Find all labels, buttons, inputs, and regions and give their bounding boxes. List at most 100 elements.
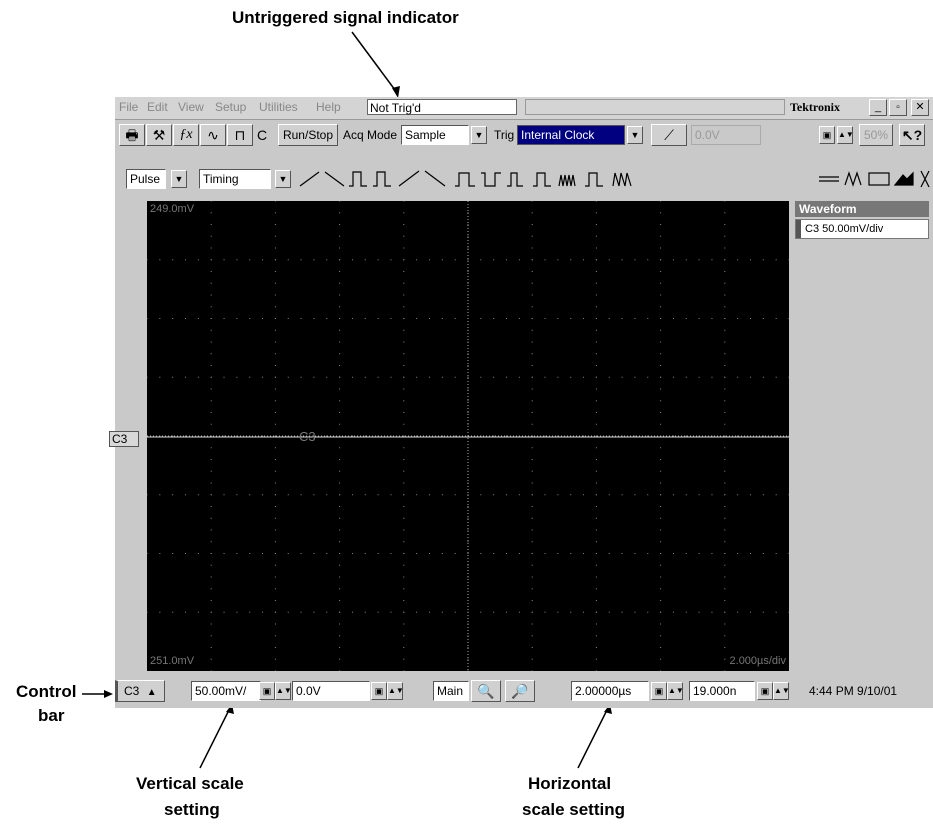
trig-50-button[interactable]: 50%: [859, 124, 893, 146]
display-mode-icons[interactable]: [817, 167, 933, 191]
horizontal-position-field[interactable]: 19.000n: [689, 681, 755, 701]
graticule-mark: [210, 329, 212, 331]
trigger-class-dropdown-icon[interactable]: ▼: [275, 170, 291, 188]
graticule-mark: [210, 341, 212, 343]
graticule-mark: [660, 576, 662, 578]
menu-view[interactable]: View: [178, 100, 204, 114]
horizontal-scale-field[interactable]: 2.00000µs: [571, 681, 649, 701]
menu-help[interactable]: Help: [316, 100, 341, 114]
graticule-mark: [274, 412, 276, 413]
trigger-type-dropdown-icon[interactable]: ▼: [171, 170, 187, 188]
vertical-scale-field[interactable]: 50.00mV/: [191, 681, 261, 701]
waveform-icon[interactable]: ∿: [200, 124, 226, 146]
graticule-mark: [595, 600, 597, 601]
graticule-mark: [274, 647, 276, 648]
menu-file[interactable]: File: [119, 100, 139, 114]
graticule-mark: [595, 212, 597, 214]
horizontal-scale-keypad-icon[interactable]: ▣: [651, 682, 667, 700]
brand-logo: Tektronix: [790, 100, 841, 114]
graticule-mark: [287, 611, 289, 613]
zoom-2-icon[interactable]: 🔎: [505, 680, 535, 702]
trig-level-spin-icon[interactable]: ▲▼: [837, 126, 854, 144]
zoom-1-icon[interactable]: 🔍: [471, 680, 501, 702]
math-icon[interactable]: ƒx: [173, 124, 199, 146]
vertical-offset-spin-icon[interactable]: ▲▼: [387, 682, 404, 700]
measure-icon[interactable]: ⊓: [227, 124, 253, 146]
graticule-mark: [493, 376, 495, 378]
graticule-mark: [531, 635, 533, 637]
graticule-mark: [313, 318, 315, 319]
graticule-mark: [685, 259, 687, 261]
graticule-mark: [351, 553, 353, 554]
graticule-mark: [711, 259, 713, 261]
graticule-mark: [634, 553, 636, 554]
graticule-mark: [711, 611, 713, 613]
horizontal-position-spin-icon[interactable]: ▲▼: [773, 682, 790, 700]
graticule-mark: [428, 376, 430, 378]
trig-label: Trig: [494, 128, 515, 142]
graticule-mark: [274, 611, 276, 613]
graticule-mark: [416, 494, 418, 496]
channel-marker[interactable]: C3: [109, 431, 139, 447]
graticule-mark: [749, 259, 751, 261]
graticule-mark: [454, 376, 456, 378]
graticule-mark: [724, 365, 726, 366]
trig-level-field[interactable]: 0.0V: [691, 125, 761, 145]
graticule-mark: [326, 318, 328, 319]
graticule-mark: [147, 611, 148, 613]
graticule-mark: [621, 553, 623, 554]
print-icon[interactable]: 🖶: [119, 124, 145, 146]
graticule-mark: [711, 318, 713, 319]
menu-utilities[interactable]: Utilities: [259, 100, 298, 114]
vertical-offset-keypad-icon[interactable]: ▣: [371, 682, 387, 700]
graticule-mark: [377, 376, 379, 378]
graticule-mark: [724, 553, 726, 554]
trig-source-dropdown-icon[interactable]: ▼: [627, 126, 643, 144]
graticule-mark: [724, 647, 726, 648]
c-label[interactable]: C: [257, 127, 268, 143]
horizontal-scale-spin-icon[interactable]: ▲▼: [667, 682, 684, 700]
trigger-status: Not Trig'd: [367, 99, 517, 115]
vertical-scale-spin-icon[interactable]: ▲▼: [275, 682, 292, 700]
graticule-mark: [274, 541, 276, 543]
maximize-button[interactable]: ▫: [889, 99, 907, 116]
graticule-mark: [210, 517, 212, 519]
graticule-mark: [467, 506, 469, 507]
graticule-mark: [531, 459, 533, 460]
graticule-mark: [672, 435, 674, 437]
channel-select[interactable]: C3 ▲: [115, 680, 165, 702]
run-stop-button[interactable]: Run/Stop: [278, 124, 338, 146]
graticule-mark: [480, 259, 482, 261]
trig-level-keypad-icon[interactable]: ▣: [819, 126, 835, 144]
trigger-class-select[interactable]: Timing: [199, 169, 271, 189]
menu-edit[interactable]: Edit: [147, 100, 168, 114]
graticule-mark: [236, 318, 238, 319]
acq-mode-select[interactable]: Sample: [401, 125, 469, 145]
graticule-mark: [236, 259, 238, 261]
graticule-mark: [172, 318, 174, 319]
graticule-mark: [724, 224, 726, 225]
whats-this-help-icon[interactable]: ↖?: [899, 124, 925, 146]
trigger-shape-icons[interactable]: [297, 167, 707, 191]
slope-icon[interactable]: ⟋: [651, 124, 687, 146]
tools-icon[interactable]: ⚒: [146, 124, 172, 146]
graticule-mark: [274, 459, 276, 460]
horizontal-position-keypad-icon[interactable]: ▣: [757, 682, 773, 700]
main-timebase-button[interactable]: Main: [433, 681, 469, 701]
waveform-display[interactable]: 249.0mV 251.0mV 2.000µs/div C3: [147, 201, 789, 671]
graticule-mark: [660, 506, 662, 507]
vertical-scale-keypad-icon[interactable]: ▣: [259, 682, 275, 700]
graticule-mark: [506, 435, 508, 437]
trig-source-select[interactable]: Internal Clock: [517, 125, 625, 145]
menu-setup[interactable]: Setup: [215, 100, 247, 114]
vertical-offset-field[interactable]: 0.0V: [292, 681, 370, 701]
close-button[interactable]: ✕: [911, 99, 929, 116]
waveform-list-item[interactable]: C3 50.00mV/div: [795, 219, 929, 239]
minimize-button[interactable]: _: [869, 99, 887, 116]
graticule-mark: [749, 494, 751, 496]
graticule-mark: [403, 259, 405, 261]
graticule-mark: [287, 376, 289, 378]
trigger-type-select[interactable]: Pulse: [126, 169, 166, 189]
acq-mode-dropdown-icon[interactable]: ▼: [471, 126, 487, 144]
graticule-mark: [287, 318, 289, 319]
